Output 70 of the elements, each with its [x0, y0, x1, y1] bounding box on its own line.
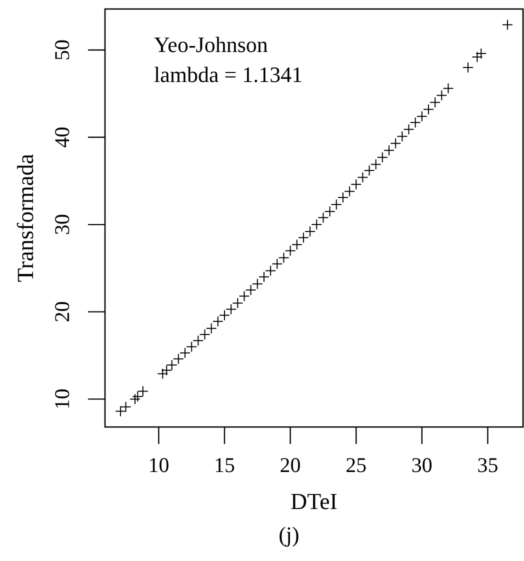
- point: [265, 265, 276, 276]
- point: [212, 316, 224, 327]
- point: [226, 304, 237, 315]
- point: [130, 394, 141, 405]
- point: [502, 19, 513, 30]
- point: [396, 130, 408, 142]
- point: [245, 284, 256, 296]
- point: [390, 138, 402, 149]
- point: [416, 110, 428, 122]
- x-tick-label: 10: [148, 453, 170, 477]
- point: [344, 186, 356, 197]
- point: [284, 245, 296, 256]
- x-tick-label: 20: [280, 453, 301, 477]
- y-axis-title: Transformada: [13, 154, 38, 282]
- x-tick-label: 30: [411, 453, 432, 477]
- point: [238, 290, 250, 302]
- point: [258, 271, 270, 282]
- point: [324, 206, 336, 217]
- point: [330, 198, 342, 210]
- point: [219, 310, 230, 321]
- point: [403, 124, 414, 135]
- x-tick-label: 35: [477, 453, 498, 477]
- point: [272, 258, 283, 270]
- point: [252, 278, 263, 290]
- point: [180, 347, 191, 358]
- point: [364, 164, 375, 176]
- y-tick-label: 50: [50, 40, 74, 61]
- point: [278, 252, 290, 264]
- point: [430, 96, 441, 108]
- point: [472, 51, 483, 62]
- x-tick-label: 25: [346, 453, 367, 477]
- point: [442, 82, 454, 94]
- point: [186, 341, 198, 352]
- point: [376, 152, 388, 163]
- point: [423, 104, 434, 115]
- point: [357, 172, 368, 183]
- point: [206, 322, 217, 334]
- point: [161, 364, 172, 376]
- point: [192, 335, 204, 346]
- point: [166, 360, 178, 371]
- point: [311, 219, 322, 230]
- point: [318, 212, 329, 224]
- point: [298, 232, 309, 244]
- point: [120, 401, 132, 412]
- x-tick-label: 15: [214, 453, 236, 477]
- point: [172, 353, 184, 364]
- point: [199, 329, 210, 340]
- y-tick-label: 30: [50, 214, 74, 236]
- text: (j): [278, 522, 300, 547]
- point: [370, 158, 382, 170]
- point: [232, 298, 244, 309]
- annotation: Yeo-Johnson: [154, 32, 268, 57]
- point: [462, 62, 474, 73]
- point: [410, 116, 421, 128]
- point: [350, 178, 362, 190]
- point: [436, 90, 448, 101]
- y-tick-label: 10: [50, 388, 74, 410]
- point: [291, 239, 302, 250]
- y-tick-label: 40: [50, 126, 74, 148]
- point: [337, 192, 348, 203]
- point: [384, 144, 395, 156]
- point: [132, 390, 144, 402]
- y-tick-label: 20: [50, 301, 74, 322]
- point: [157, 368, 168, 380]
- point: [115, 406, 126, 417]
- point: [137, 386, 148, 397]
- annotation: lambda = 1.1341: [154, 62, 303, 87]
- x-axis-title: DTeI: [290, 489, 338, 514]
- point: [476, 48, 487, 60]
- point: [304, 226, 316, 238]
